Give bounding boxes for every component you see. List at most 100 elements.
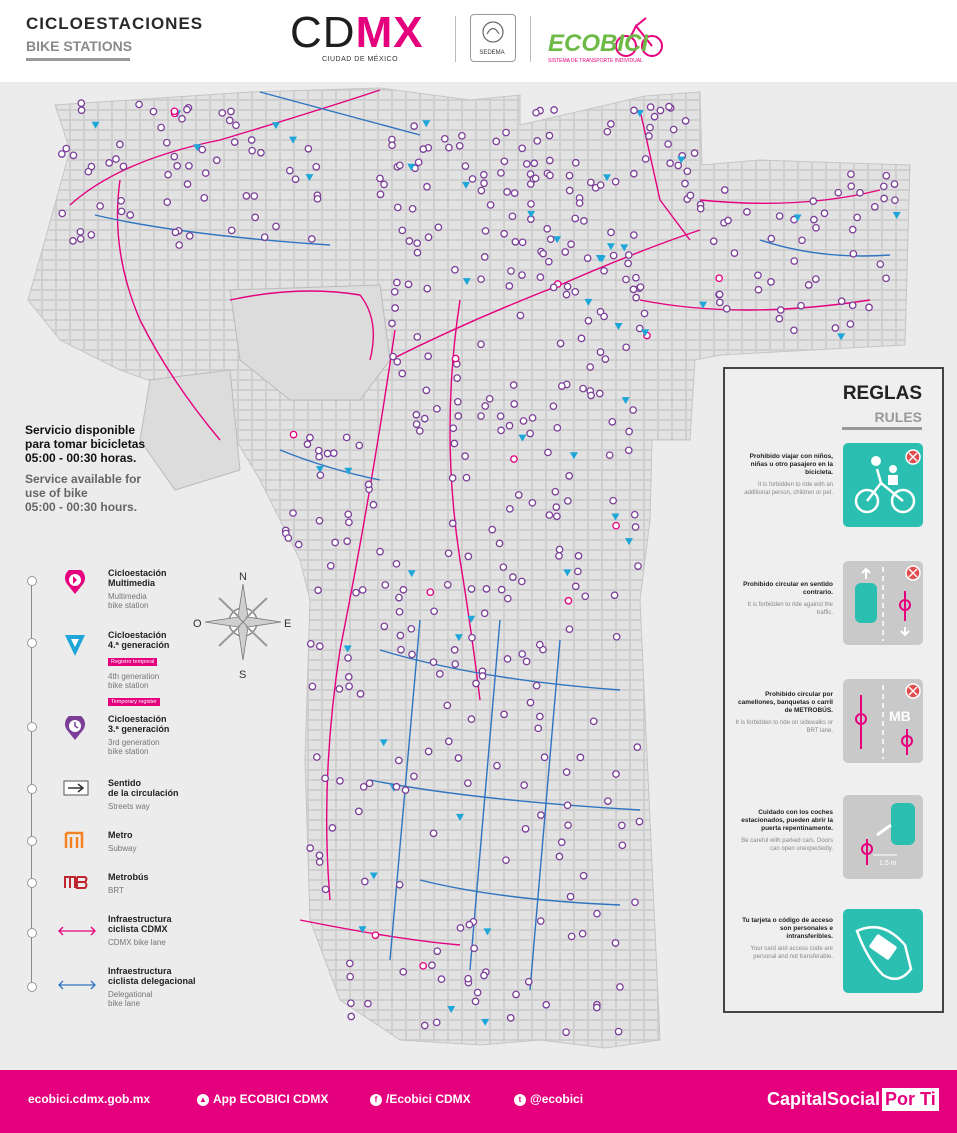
- 4th-gen-station-marker[interactable]: [467, 615, 476, 623]
- 3rd-gen-station-marker[interactable]: [586, 363, 595, 371]
- 3rd-gen-station-marker[interactable]: [480, 253, 489, 261]
- 3rd-gen-station-marker[interactable]: [505, 282, 514, 290]
- 3rd-gen-station-marker[interactable]: [604, 797, 612, 805]
- 3rd-gen-station-marker[interactable]: [477, 275, 485, 284]
- 3rd-gen-station-marker[interactable]: [630, 169, 638, 178]
- 4th-gen-station-marker[interactable]: [563, 569, 572, 577]
- 4th-gen-station-marker[interactable]: [462, 278, 471, 286]
- 3rd-gen-station-marker[interactable]: [565, 171, 574, 180]
- 3rd-gen-station-marker[interactable]: [507, 267, 515, 275]
- 3rd-gen-station-marker[interactable]: [454, 412, 463, 420]
- 4th-gen-station-marker[interactable]: [456, 813, 465, 821]
- 3rd-gen-station-marker[interactable]: [876, 260, 885, 269]
- 3rd-gen-station-marker[interactable]: [754, 285, 763, 294]
- 3rd-gen-station-marker[interactable]: [811, 275, 820, 283]
- 3rd-gen-station-marker[interactable]: [607, 228, 615, 237]
- 3rd-gen-station-marker[interactable]: [625, 427, 633, 436]
- 3rd-gen-station-marker[interactable]: [164, 170, 172, 179]
- 3rd-gen-station-marker[interactable]: [696, 204, 705, 213]
- 3rd-gen-station-marker[interactable]: [797, 301, 805, 310]
- 3rd-gen-station-marker[interactable]: [76, 227, 85, 236]
- 4th-gen-station-marker[interactable]: [595, 254, 604, 262]
- 3rd-gen-station-marker[interactable]: [393, 357, 402, 366]
- 3rd-gen-station-marker[interactable]: [810, 215, 818, 224]
- 3rd-gen-station-marker[interactable]: [532, 681, 541, 690]
- 3rd-gen-station-marker[interactable]: [514, 491, 523, 499]
- 3rd-gen-station-marker[interactable]: [69, 237, 77, 245]
- facebook-link[interactable]: f/Ecobici CDMX: [370, 1092, 471, 1106]
- 3rd-gen-station-marker[interactable]: [472, 679, 480, 688]
- 3rd-gen-station-marker[interactable]: [776, 306, 785, 314]
- 3rd-gen-station-marker[interactable]: [419, 145, 428, 153]
- 3rd-gen-station-marker[interactable]: [396, 631, 405, 640]
- 3rd-gen-station-marker[interactable]: [666, 159, 674, 168]
- 3rd-gen-station-marker[interactable]: [506, 504, 514, 513]
- 3rd-gen-station-marker[interactable]: [413, 239, 422, 248]
- 3rd-gen-station-marker[interactable]: [57, 150, 66, 158]
- 3rd-gen-station-marker[interactable]: [539, 249, 547, 258]
- 3rd-gen-station-marker[interactable]: [343, 537, 352, 546]
- 3rd-gen-station-marker[interactable]: [393, 278, 401, 287]
- 3rd-gen-station-marker[interactable]: [820, 209, 829, 218]
- 4th-gen-station-marker[interactable]: [624, 538, 633, 546]
- 3rd-gen-station-marker[interactable]: [456, 924, 465, 932]
- 3rd-gen-station-marker[interactable]: [720, 186, 729, 194]
- 3rd-gen-station-marker[interactable]: [563, 497, 572, 505]
- 3rd-gen-station-marker[interactable]: [355, 441, 364, 450]
- 3rd-gen-station-marker[interactable]: [336, 777, 344, 785]
- 3rd-gen-station-marker[interactable]: [565, 186, 574, 195]
- 3rd-gen-station-marker[interactable]: [470, 944, 478, 953]
- 3rd-gen-station-marker[interactable]: [342, 433, 351, 442]
- 3rd-gen-station-marker[interactable]: [583, 254, 592, 263]
- 3rd-gen-station-marker[interactable]: [315, 851, 324, 860]
- 3rd-gen-station-marker[interactable]: [329, 449, 338, 458]
- 3rd-gen-station-marker[interactable]: [443, 580, 452, 589]
- 3rd-gen-station-marker[interactable]: [509, 381, 518, 389]
- 3rd-gen-station-marker[interactable]: [545, 156, 554, 165]
- 3rd-gen-station-marker[interactable]: [837, 297, 846, 306]
- 3rd-gen-station-marker[interactable]: [410, 122, 418, 130]
- 4th-gen-station-marker[interactable]: [461, 181, 470, 189]
- 3rd-gen-station-marker[interactable]: [420, 414, 429, 423]
- 3rd-gen-station-marker[interactable]: [303, 440, 312, 449]
- 3rd-gen-station-marker[interactable]: [546, 235, 555, 244]
- 3rd-gen-station-marker[interactable]: [178, 114, 186, 123]
- 3rd-gen-station-marker[interactable]: [354, 807, 363, 816]
- 3rd-gen-station-marker[interactable]: [415, 427, 424, 435]
- 3rd-gen-station-marker[interactable]: [399, 967, 408, 976]
- 4th-gen-station-marker[interactable]: [602, 174, 611, 182]
- 4th-gen-station-marker[interactable]: [518, 434, 527, 442]
- 3rd-gen-station-marker[interactable]: [488, 525, 497, 534]
- 3rd-gen-station-marker[interactable]: [834, 188, 843, 197]
- 3rd-gen-station-marker[interactable]: [646, 103, 655, 111]
- 3rd-gen-station-marker[interactable]: [635, 324, 644, 333]
- 4th-gen-station-marker[interactable]: [91, 121, 100, 129]
- 3rd-gen-station-marker[interactable]: [527, 200, 535, 208]
- 3rd-gen-station-marker[interactable]: [116, 140, 124, 149]
- 3rd-gen-station-marker[interactable]: [571, 214, 580, 223]
- 3rd-gen-station-marker[interactable]: [345, 682, 353, 691]
- 3rd-gen-station-marker[interactable]: [641, 155, 650, 163]
- 4th-gen-station-marker[interactable]: [677, 156, 686, 164]
- 3rd-gen-station-marker[interactable]: [493, 761, 501, 770]
- 3rd-gen-station-marker[interactable]: [170, 152, 179, 161]
- 3rd-gen-station-marker[interactable]: [624, 251, 633, 259]
- 3rd-gen-station-marker[interactable]: [306, 639, 315, 648]
- 3rd-gen-station-marker[interactable]: [562, 768, 571, 776]
- 3rd-gen-station-marker[interactable]: [505, 421, 514, 430]
- 3rd-gen-station-marker[interactable]: [586, 178, 595, 187]
- 3rd-gen-station-marker[interactable]: [422, 386, 431, 395]
- 3rd-gen-station-marker[interactable]: [555, 551, 563, 560]
- 3rd-gen-station-marker[interactable]: [477, 186, 486, 195]
- 3rd-gen-station-marker[interactable]: [347, 1012, 356, 1021]
- 3rd-gen-station-marker[interactable]: [433, 947, 442, 956]
- 3rd-gen-station-marker[interactable]: [790, 257, 799, 265]
- 3rd-gen-station-marker[interactable]: [512, 990, 520, 999]
- 3rd-gen-station-marker[interactable]: [540, 753, 549, 762]
- 3rd-gen-station-marker[interactable]: [291, 175, 300, 184]
- 4th-gen-station-marker[interactable]: [379, 739, 388, 747]
- 3rd-gen-station-marker[interactable]: [629, 406, 637, 414]
- 3rd-gen-station-marker[interactable]: [200, 193, 209, 202]
- 3rd-gen-station-marker[interactable]: [404, 280, 413, 289]
- 3rd-gen-station-marker[interactable]: [316, 471, 325, 480]
